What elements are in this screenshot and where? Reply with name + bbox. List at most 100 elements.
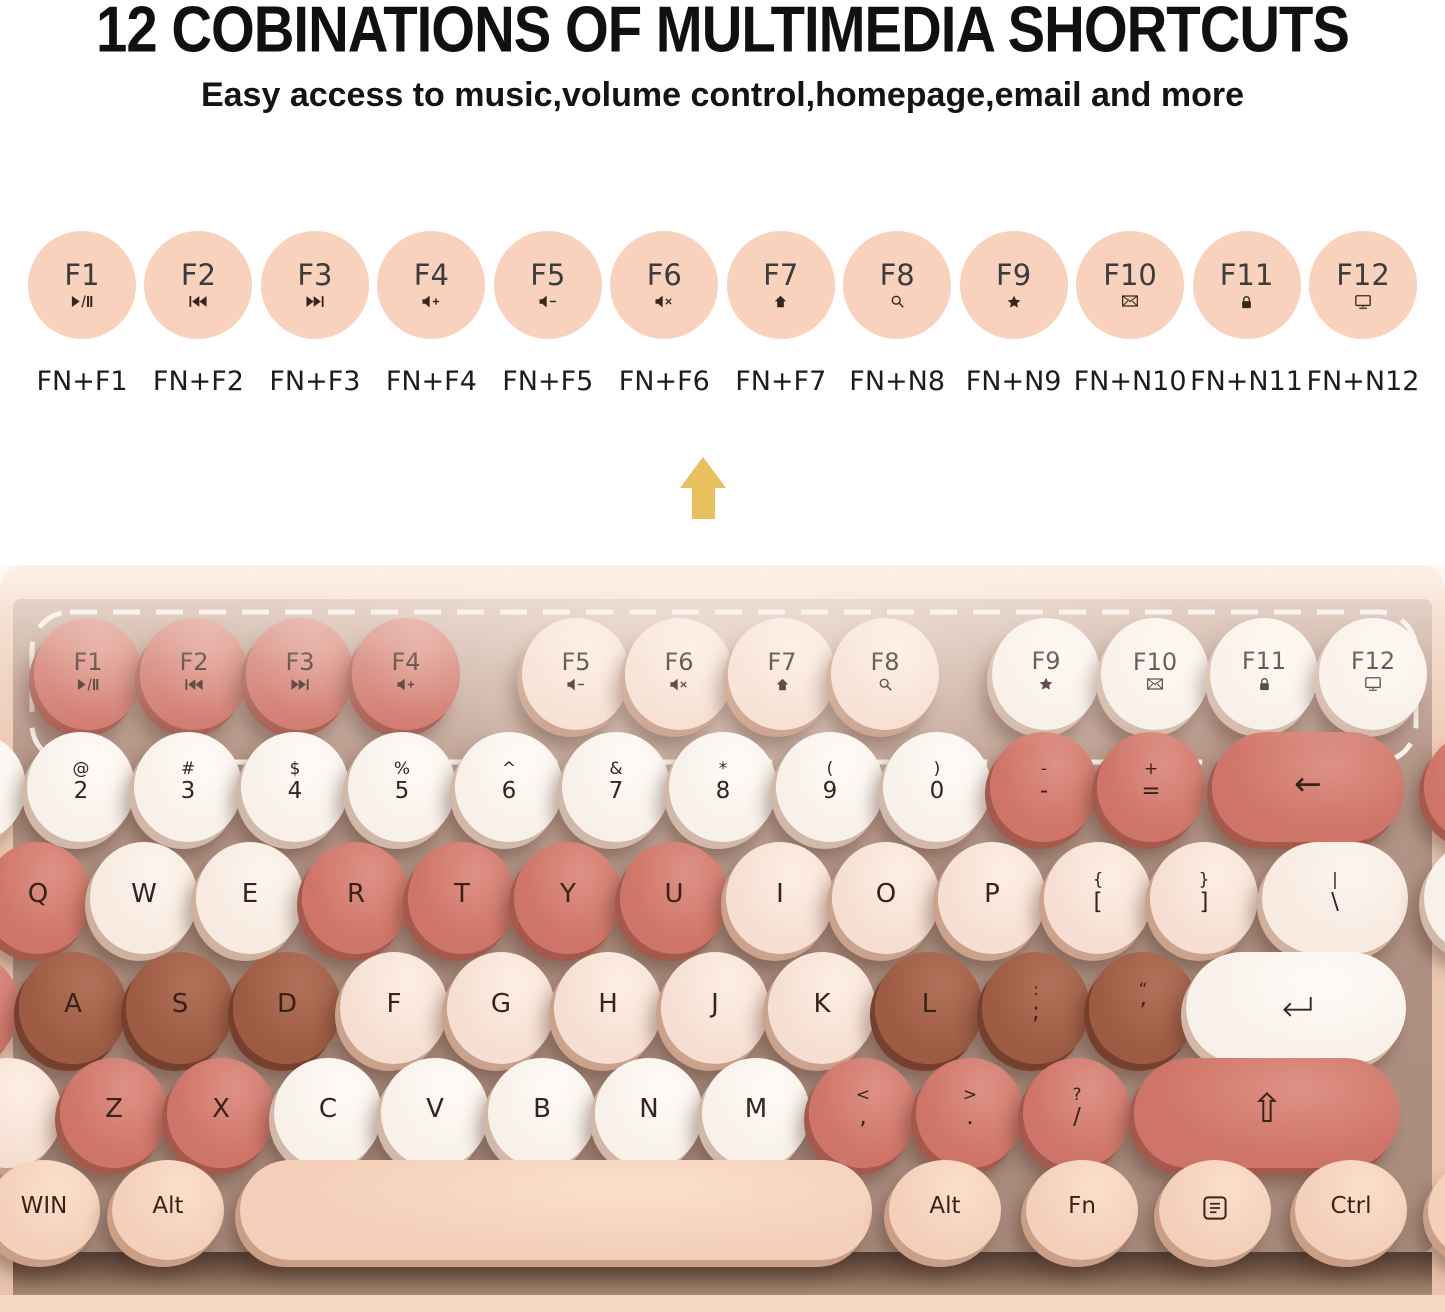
key-shift-legend: | — [1332, 870, 1338, 891]
key-legend: F3 — [285, 647, 315, 676]
key-legend: B — [533, 1094, 551, 1124]
key-h: H — [554, 952, 662, 1064]
key-partial-left-3 — [0, 1058, 62, 1168]
mute-icon — [655, 295, 673, 310]
shortcut-key-label: F8 — [879, 257, 915, 292]
key-legend: O — [875, 879, 897, 909]
shortcut-cell-f10: F10 FN+N10 — [1073, 231, 1187, 397]
key-shift-legend: + — [1143, 759, 1159, 780]
key-equals: + = — [1097, 732, 1205, 842]
key-shift: ⇧ — [1134, 1058, 1400, 1168]
key-legend: 4 — [287, 778, 303, 805]
key-legend: F5 — [561, 647, 591, 676]
shortcut-cell-f1: F1 FN+F1 — [26, 231, 138, 397]
key-partial-right-2 — [1424, 842, 1445, 954]
menu-icon — [1203, 1196, 1227, 1220]
key-legend: X — [212, 1094, 230, 1124]
key-b: B — [488, 1058, 596, 1168]
key-legend: F2 — [179, 647, 209, 676]
key-minus: -- — [990, 732, 1098, 842]
key-f5: F5 — [522, 618, 630, 730]
key-shift-legend: % — [393, 759, 411, 780]
key-partial-left-2 — [0, 952, 20, 1064]
lock-icon — [1240, 295, 1253, 310]
shortcut-cell-f12: F12 FN+N12 — [1307, 231, 1419, 397]
prev-track-icon — [185, 678, 203, 691]
key-shift-legend: ) — [933, 759, 941, 780]
key-num-8: * 8 — [669, 732, 777, 842]
key-legend: Fn — [1068, 1192, 1096, 1219]
key-v: V — [381, 1058, 489, 1168]
key-backspace: ← — [1212, 732, 1404, 842]
key-d: D — [233, 952, 341, 1064]
shortcut-cell-f11: F11 FN+N11 — [1190, 231, 1303, 397]
shortcut-key-label: F6 — [646, 257, 682, 292]
enter-arrow-icon — [1278, 996, 1314, 1017]
shortcut-cell-f6: F6 FN+F6 — [608, 231, 720, 397]
key-shift-legend: - — [1040, 759, 1048, 780]
shortcut-key-label: F12 — [1336, 257, 1390, 292]
combo-label: FN+F3 — [269, 366, 361, 397]
key-shift-legend: # — [180, 759, 196, 780]
key-o: O — [832, 842, 940, 954]
key-legend: 5 — [394, 778, 410, 805]
star-icon — [1039, 677, 1053, 691]
combo-label: FN+N10 — [1073, 366, 1187, 397]
key-legend: 3 — [180, 778, 196, 805]
shortcut-key-label: F5 — [530, 257, 566, 292]
key-legend: D — [276, 989, 298, 1019]
next-track-icon — [291, 678, 309, 691]
shortcut-key-label: F9 — [996, 257, 1032, 292]
key-f: F — [340, 952, 448, 1064]
key-alt-right: Alt — [889, 1160, 1001, 1260]
key-z: Z — [60, 1058, 168, 1168]
key-period: >. — [916, 1058, 1024, 1168]
key-legend: S — [171, 989, 189, 1019]
key-partial-right-3 — [1428, 1160, 1445, 1260]
key-legend: F1 — [73, 647, 103, 676]
shortcut-key-f12: F12 — [1308, 231, 1417, 339]
play-pause-icon — [71, 295, 93, 310]
key-legend: - — [1039, 778, 1049, 805]
key-m: M — [702, 1058, 810, 1168]
shortcut-key-label: F1 — [64, 257, 100, 292]
key-f10: F10 — [1101, 618, 1209, 730]
combo-label: FN+F1 — [36, 366, 128, 397]
key-legend: . — [966, 1104, 974, 1131]
mute-icon — [670, 678, 688, 691]
key-legend: V — [426, 1094, 444, 1124]
up-arrow-icon — [680, 457, 726, 521]
key-slash: ? / — [1023, 1058, 1131, 1168]
key-legend: ; — [1032, 999, 1040, 1026]
key-legend: F9 — [1031, 647, 1061, 675]
key-legend: 0 — [929, 778, 945, 805]
key-shift-legend: $ — [289, 759, 301, 780]
key-legend: = — [1141, 778, 1161, 805]
key-bracket-close: }] — [1150, 842, 1258, 954]
key-num-7: & 7 — [562, 732, 670, 842]
key-num-6: ^ 6 — [455, 732, 563, 842]
key-semicolon: :; — [982, 952, 1090, 1064]
shortcut-key-label: F11 — [1219, 257, 1274, 292]
home-icon — [774, 295, 787, 310]
key-num-4: $4 — [241, 732, 349, 842]
shortcut-cell-f4: F4 FN+F4 — [375, 231, 487, 397]
key-legend: Alt — [152, 1192, 184, 1219]
key-legend: , — [859, 1104, 867, 1131]
key-legend: N — [639, 1094, 659, 1124]
key-f11: F11 — [1210, 618, 1318, 730]
combo-label: FN+F4 — [385, 366, 477, 397]
combo-label: FN+F6 — [618, 366, 710, 397]
key-alt-left: Alt — [112, 1160, 224, 1260]
mail-icon — [1122, 295, 1139, 310]
key-legend: E — [241, 879, 259, 909]
key-f6: F6 — [625, 618, 733, 730]
key-shift-legend: & — [609, 759, 623, 780]
key-legend: W — [131, 879, 157, 909]
key-f2: F2 — [140, 618, 248, 730]
key-legend: J — [711, 989, 719, 1019]
key-legend: [ — [1093, 889, 1103, 916]
key-legend: ] — [1199, 889, 1209, 916]
shortcut-key-f5: F5 — [493, 231, 602, 339]
key-partial-right-1 — [1424, 732, 1445, 842]
